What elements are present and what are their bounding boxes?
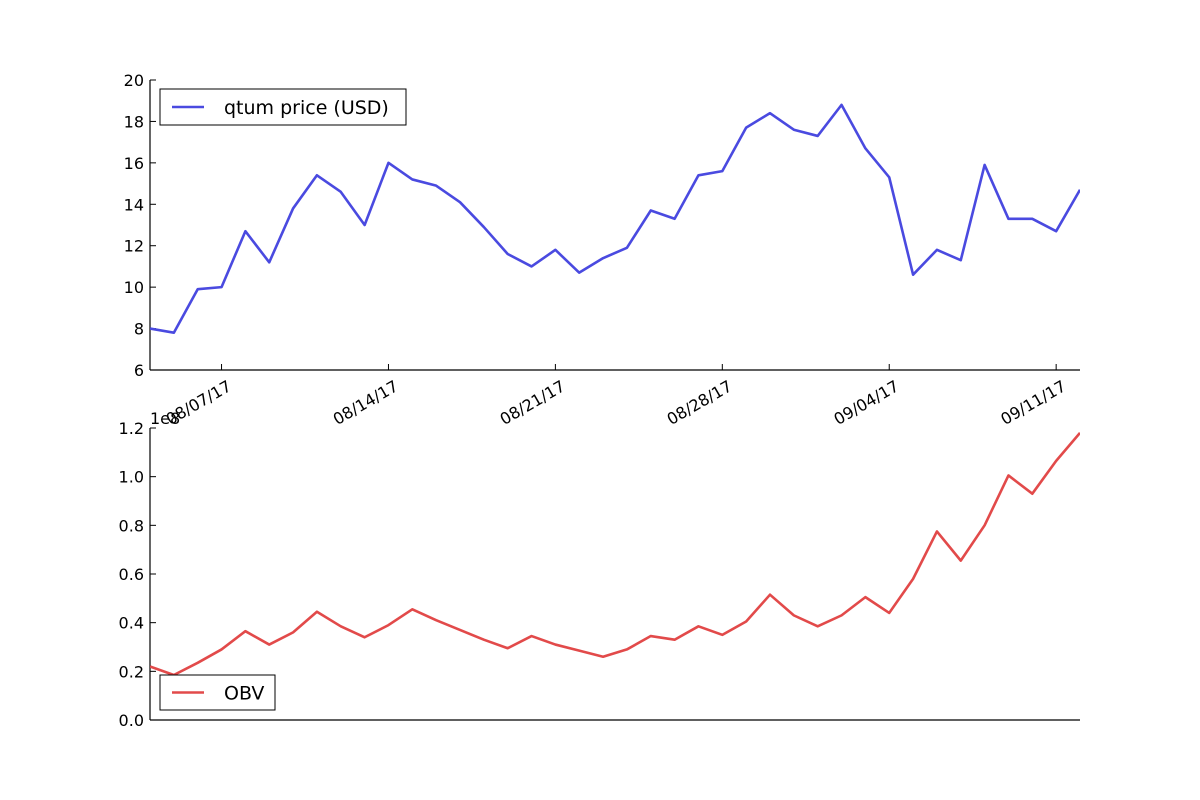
series-line bbox=[150, 432, 1080, 677]
y-tick-label: 12 bbox=[124, 237, 144, 256]
y-tick-label: 0.2 bbox=[119, 662, 144, 681]
x-tick-label: 08/21/17 bbox=[497, 376, 569, 428]
y-tick-label: 1.0 bbox=[119, 468, 144, 487]
y-tick-label: 20 bbox=[124, 71, 144, 90]
legend: OBV bbox=[159, 674, 276, 711]
y-tick-label: 0.6 bbox=[119, 565, 144, 584]
x-tick-label: 08/28/17 bbox=[664, 376, 736, 428]
series-line bbox=[150, 103, 1080, 335]
y-tick-label: 0.4 bbox=[119, 614, 144, 633]
y-tick-label: 0.8 bbox=[119, 516, 144, 535]
chart-2: 0.0 0.2 0.4 0.6 0.8 1.0 1.2 1e8 OBV bbox=[119, 409, 1080, 730]
y-tick-label: 14 bbox=[124, 195, 144, 214]
legend-label: qtum price (USD) bbox=[224, 97, 389, 119]
y-tick-label: 6 bbox=[134, 361, 144, 380]
y-tick-label: 10 bbox=[124, 278, 144, 297]
legend: qtum price (USD) bbox=[159, 88, 407, 126]
x-tick-label: 08/14/17 bbox=[330, 376, 402, 428]
y-tick-label: 1.2 bbox=[119, 419, 144, 438]
y-offset-label: 1e8 bbox=[150, 409, 180, 428]
y-tick-label: 8 bbox=[134, 320, 144, 339]
y-tick-label: 0.0 bbox=[119, 711, 144, 730]
y-tick-label: 18 bbox=[124, 112, 144, 131]
legend-label: OBV bbox=[224, 683, 264, 705]
x-tick-label: 09/11/17 bbox=[997, 376, 1069, 428]
x-tick-label: 09/04/17 bbox=[830, 376, 902, 428]
y-tick-label: 16 bbox=[124, 154, 144, 173]
